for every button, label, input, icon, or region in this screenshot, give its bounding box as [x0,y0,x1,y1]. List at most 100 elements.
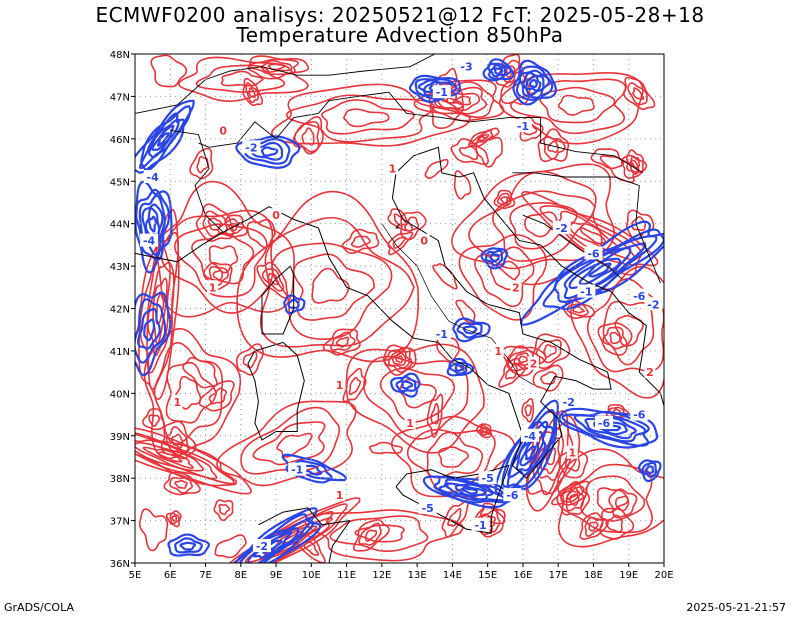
warm-advection-contour [545,447,557,466]
warm-advection-contour [413,79,505,122]
warm-advection-contour [470,129,494,145]
warm-advection-contour [242,350,258,369]
warm-advection-contour [518,355,528,364]
cold-advection-contour [515,65,554,101]
contour-label-bg [143,170,162,184]
warm-advection-contour [429,96,465,130]
warm-advection-contour [242,77,264,107]
warm-advection-contour [174,223,268,298]
cold-advection-contour [283,294,306,315]
contour-label: 1 [336,379,344,392]
warm-advection-contour [157,451,183,463]
contour-label-bg [503,488,522,502]
cold-advection-contour [578,257,622,286]
warm-advection-contour [245,82,259,104]
cold-advection-contour [446,357,475,377]
warm-advection-contour [608,488,638,519]
warm-advection-contour [551,480,590,506]
cold-advection-contour [493,67,504,75]
contour-label: 0 [272,209,280,222]
coastline [512,172,661,284]
warm-advection-contour [437,446,469,468]
coastline [381,223,534,386]
coastline [198,91,644,174]
coastline [170,129,224,233]
cold-advection-contour [490,64,507,78]
contour-label: 1 [494,345,502,358]
warm-advection-contour [148,414,160,427]
warm-advection-contour [263,516,333,559]
cold-advection-contour [252,531,293,559]
contour-label: -1 [291,464,303,477]
lon-tick-label: 14E [443,570,462,581]
lat-tick-label: 45N [110,177,130,188]
contour-label-bg [513,119,532,133]
cold-advection-contour [167,533,210,557]
lat-tick-label: 39N [110,432,130,443]
cold-advection-contour [487,62,513,81]
contour-label: -6 [633,409,646,422]
contour-label: -1 [474,519,486,532]
warm-advection-contour [391,352,407,366]
contour-label-bg [207,280,219,294]
warm-advection-contour [235,343,264,376]
contour-label-bg [404,416,416,430]
warm-advection-contour [632,87,645,100]
contour-label: 1 [568,447,576,460]
contour-label: -2 [245,141,257,154]
warm-advection-contour [352,519,390,552]
contour-label: -1 [436,328,448,341]
warm-advection-contour [248,87,257,99]
cold-advection-contour [452,317,491,343]
warm-advection-contour [588,521,599,532]
warm-advection-contour [246,218,276,249]
cold-advection-contour [449,361,469,375]
cold-advection-contour [235,135,301,169]
warm-advection-contour [252,421,326,466]
cold-advection-contour [135,298,167,364]
contour-label: -4 [147,171,160,184]
warm-advection-contour [479,424,491,436]
warm-advection-contour [387,348,411,369]
contour-label-bg [471,517,490,531]
warm-advection-contour [441,500,469,538]
contour-label-bg [334,377,346,391]
warm-advection-contour [531,333,571,370]
contour-label: -1 [517,120,529,133]
cold-advection-contour [135,99,195,174]
warm-advection-contour [341,228,380,255]
contour-label-bg [510,280,522,294]
contour-label-bg [584,246,603,260]
lon-tick-label: 10E [302,570,321,581]
cold-advection-contour [260,146,279,157]
warm-advection-contour [379,367,456,423]
warm-advection-contour [625,149,645,175]
lat-tick-label: 48N [110,50,130,61]
cold-advection-contour [247,527,300,563]
warm-advection-contour [556,463,653,534]
lat-tick-label: 47N [110,92,130,103]
cold-advection-contour [179,541,197,551]
warm-advection-contour [524,404,533,417]
contour-label: -1 [436,86,448,99]
cold-advection-contour [644,465,655,475]
contour-label: -6 [598,417,611,430]
contour-label-bg [577,284,596,298]
warm-advection-contour [142,407,166,431]
warm-advection-contour [301,127,315,146]
contour-label-bg [334,488,346,502]
warm-advection-contour [220,70,265,87]
contour-label: 1 [336,489,344,502]
warm-advection-contour [631,216,647,231]
warm-advection-contour [623,76,656,111]
cold-advection-contour [148,215,157,233]
warm-advection-contour [537,128,570,163]
cold-advection-contour [135,180,173,274]
cold-advection-contour [482,58,515,82]
warm-advection-contour [202,261,233,291]
warm-advection-contour [602,300,655,366]
warm-advection-contour [614,314,644,347]
warm-advection-contour [189,147,214,180]
contour-label: 2 [646,366,654,379]
contour-label-bg [566,445,578,459]
